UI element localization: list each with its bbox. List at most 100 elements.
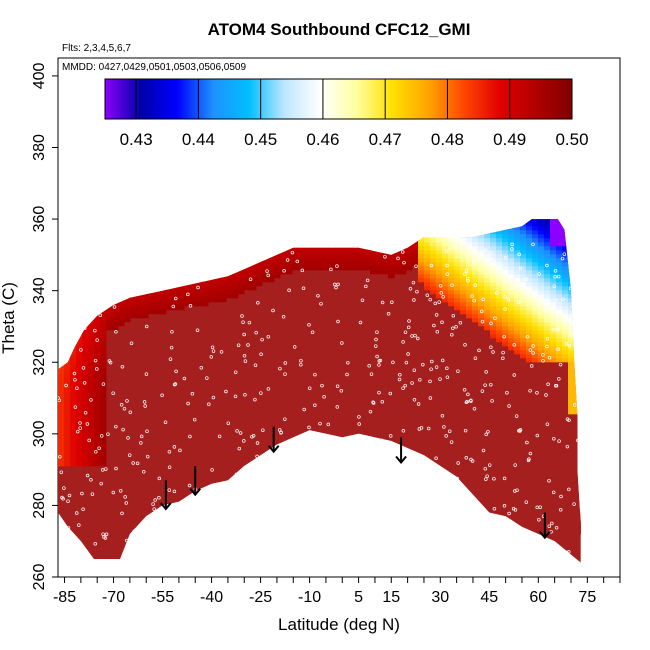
heatmap-cell	[94, 397, 101, 403]
heatmap-cell	[616, 242, 623, 247]
heatmap-cell	[496, 293, 503, 299]
heatmap-cell	[550, 333, 557, 339]
heatmap-cell	[292, 249, 299, 255]
heatmap-cell	[262, 265, 269, 271]
heatmap-cell	[598, 238, 605, 243]
heatmap-cell	[100, 449, 107, 455]
heatmap-cell	[406, 261, 413, 267]
sample-point	[567, 487, 571, 492]
sample-point	[416, 402, 421, 406]
heatmap-cell	[352, 245, 359, 251]
heatmap-cell	[106, 229, 113, 235]
heatmap-cell	[406, 265, 413, 271]
heatmap-cell	[562, 257, 569, 263]
sample-point	[118, 265, 122, 269]
heatmap-cell	[358, 219, 365, 223]
heatmap-cell	[550, 329, 557, 335]
heatmap-cell	[586, 382, 593, 387]
heatmap-cell	[400, 269, 407, 275]
heatmap-cell	[70, 257, 77, 263]
sample-point	[99, 481, 103, 486]
heatmap-cell	[256, 225, 263, 231]
sample-point	[143, 550, 147, 555]
heatmap-cell	[100, 357, 107, 363]
heatmap-cell	[502, 237, 509, 243]
heatmap-cell	[70, 321, 77, 327]
heatmap-cell	[532, 233, 539, 239]
heatmap-cell	[118, 309, 125, 315]
heatmap-cell	[574, 249, 581, 255]
heatmap-cell	[88, 457, 95, 463]
heatmap-cell	[82, 305, 89, 311]
sample-point	[332, 564, 335, 567]
heatmap-cell	[70, 210, 77, 215]
heatmap-cell	[64, 353, 71, 359]
heatmap-cell	[64, 397, 71, 403]
heatmap-cell	[76, 425, 83, 431]
heatmap-cell	[442, 269, 449, 275]
heatmap-cell	[76, 365, 83, 371]
heatmap-cell	[598, 318, 605, 323]
heatmap-cell	[574, 253, 581, 259]
heatmap-cell	[58, 317, 65, 323]
sample-point	[385, 444, 390, 448]
sample-point	[504, 565, 507, 568]
sample-point	[246, 343, 250, 347]
heatmap-cell	[118, 261, 125, 267]
sample-point	[506, 297, 511, 302]
heatmap-cell	[466, 210, 473, 215]
heatmap-cell	[58, 409, 65, 415]
heatmap-cell	[70, 265, 77, 271]
heatmap-cell	[400, 241, 407, 247]
heatmap-cell	[64, 345, 71, 351]
heatmap-cell	[364, 245, 371, 251]
heatmap-cell	[316, 253, 323, 259]
heatmap-cell	[400, 214, 407, 219]
sample-point	[384, 488, 388, 493]
heatmap-cell	[616, 262, 623, 267]
sample-point	[576, 561, 581, 563]
sample-point	[513, 463, 517, 467]
heatmap-cell	[262, 214, 269, 219]
heatmap-cell	[310, 265, 317, 271]
sample-point	[517, 252, 521, 257]
heatmap-cell	[232, 281, 239, 287]
heatmap-cell	[592, 350, 599, 355]
heatmap-cell	[124, 210, 131, 215]
sample-point	[126, 550, 131, 555]
sample-point	[144, 372, 149, 376]
heatmap-cell	[214, 219, 221, 223]
heatmap-cell	[154, 277, 161, 283]
heatmap-cell	[70, 285, 77, 291]
heatmap-cell	[250, 245, 257, 251]
heatmap-cell	[238, 214, 245, 219]
heatmap-cell	[328, 229, 335, 235]
heatmap-cell	[166, 277, 173, 283]
heatmap-cell	[568, 305, 575, 311]
heatmap-cell	[250, 219, 257, 223]
heatmap-cell	[244, 277, 251, 283]
heatmap-cell	[574, 229, 581, 235]
heatmap-cell	[514, 253, 521, 259]
heatmap-cell	[592, 402, 599, 407]
heatmap-cell	[268, 241, 275, 247]
heatmap-cell	[580, 485, 581, 491]
heatmap-cell	[580, 289, 581, 295]
heatmap-cell	[502, 221, 509, 227]
heatmap-cell	[442, 297, 449, 303]
heatmap-cell	[430, 225, 437, 231]
heatmap-cell	[100, 214, 107, 219]
heatmap-cell	[598, 362, 605, 367]
heatmap-cell	[460, 210, 467, 215]
heatmap-cell	[514, 277, 521, 283]
heatmap-cell	[76, 437, 83, 443]
heatmap-cell	[298, 210, 305, 215]
heatmap-cell	[508, 301, 515, 307]
heatmap-cell	[574, 365, 581, 371]
heatmap-cell	[526, 265, 533, 271]
heatmap-cell	[256, 253, 263, 259]
heatmap-cell	[514, 329, 521, 335]
sample-point	[252, 464, 256, 468]
heatmap-cell	[358, 245, 365, 251]
heatmap-cell	[610, 250, 617, 255]
